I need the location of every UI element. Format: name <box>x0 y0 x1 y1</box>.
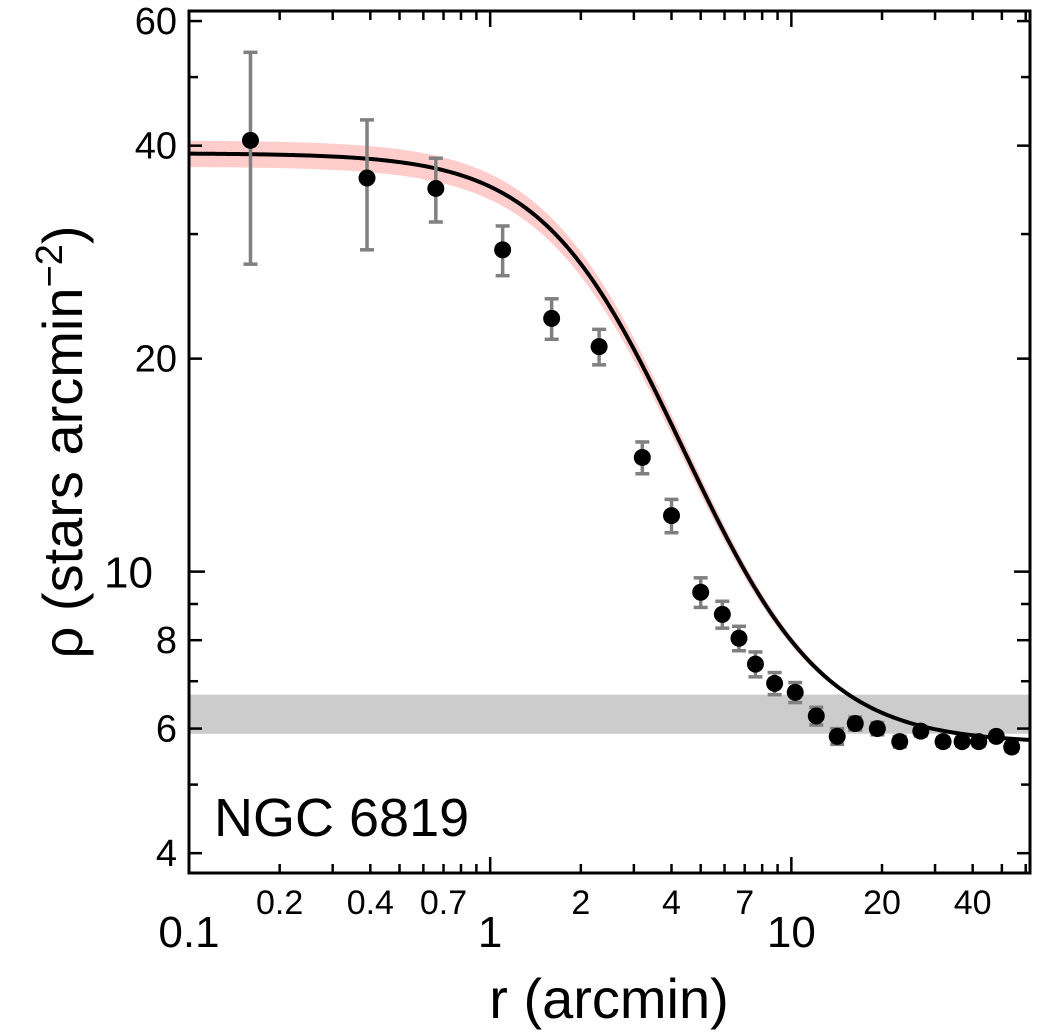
x-minor-tick-label: 40 <box>954 884 992 922</box>
y-minor-tick-label: 8 <box>156 620 177 662</box>
data-point <box>970 733 988 751</box>
y-minor-tick-label: 20 <box>135 339 177 381</box>
data-point <box>786 683 804 701</box>
x-minor-tick-label: 0.7 <box>420 884 467 922</box>
x-minor-tick-label: 20 <box>863 884 901 922</box>
data-point <box>868 720 886 738</box>
background-level-band <box>189 694 1030 734</box>
data-point <box>590 338 608 356</box>
data-point <box>934 733 952 751</box>
y-minor-tick-label: 4 <box>156 833 177 875</box>
x-major-tick-label: 0.1 <box>158 908 219 957</box>
data-point <box>846 715 864 733</box>
data-point <box>828 727 846 745</box>
data-point <box>730 629 748 647</box>
data-point <box>543 309 561 327</box>
data-point <box>427 179 445 197</box>
y-major-tick-label: 10 <box>104 549 153 598</box>
x-axis-title: r (arcmin) <box>489 967 729 1030</box>
data-point <box>358 169 376 187</box>
y-minor-tick-label: 6 <box>156 709 177 751</box>
y-axis-title-suffix: ) <box>31 226 94 245</box>
data-point <box>953 733 971 751</box>
plot-frame <box>187 9 1032 875</box>
x-minor-tick-label: 0.2 <box>256 884 303 922</box>
data-point <box>912 722 930 740</box>
data-point <box>807 707 825 725</box>
data-point <box>891 733 909 751</box>
y-axis-title-main: ρ (stars arcmin <box>31 287 94 658</box>
data-point <box>1003 738 1021 756</box>
x-minor-tick-label: 2 <box>571 884 590 922</box>
data-point <box>713 605 731 623</box>
data-point <box>494 241 512 259</box>
cluster-name-annotation: NGC 6819 <box>214 788 469 848</box>
data-point <box>746 655 764 673</box>
data-point <box>663 507 681 525</box>
king-fit-curve <box>188 151 1031 742</box>
x-major-tick-label: 1 <box>478 908 502 957</box>
data-point <box>692 583 710 601</box>
x-minor-tick-label: 7 <box>735 884 754 922</box>
y-minor-tick-label: 60 <box>135 1 177 43</box>
x-minor-tick-label: 0.4 <box>347 884 394 922</box>
data-point <box>987 727 1005 745</box>
data-point <box>633 448 651 466</box>
y-axis-title: ρ (stars arcmin−2) <box>29 226 94 659</box>
x-major-tick-label: 10 <box>767 908 816 957</box>
data-point <box>766 674 784 692</box>
x-minor-tick-label: 4 <box>662 884 681 922</box>
y-minor-tick-label: 40 <box>135 126 177 168</box>
data-point <box>241 131 259 149</box>
y-axis-title-exponent: −2 <box>29 244 71 287</box>
